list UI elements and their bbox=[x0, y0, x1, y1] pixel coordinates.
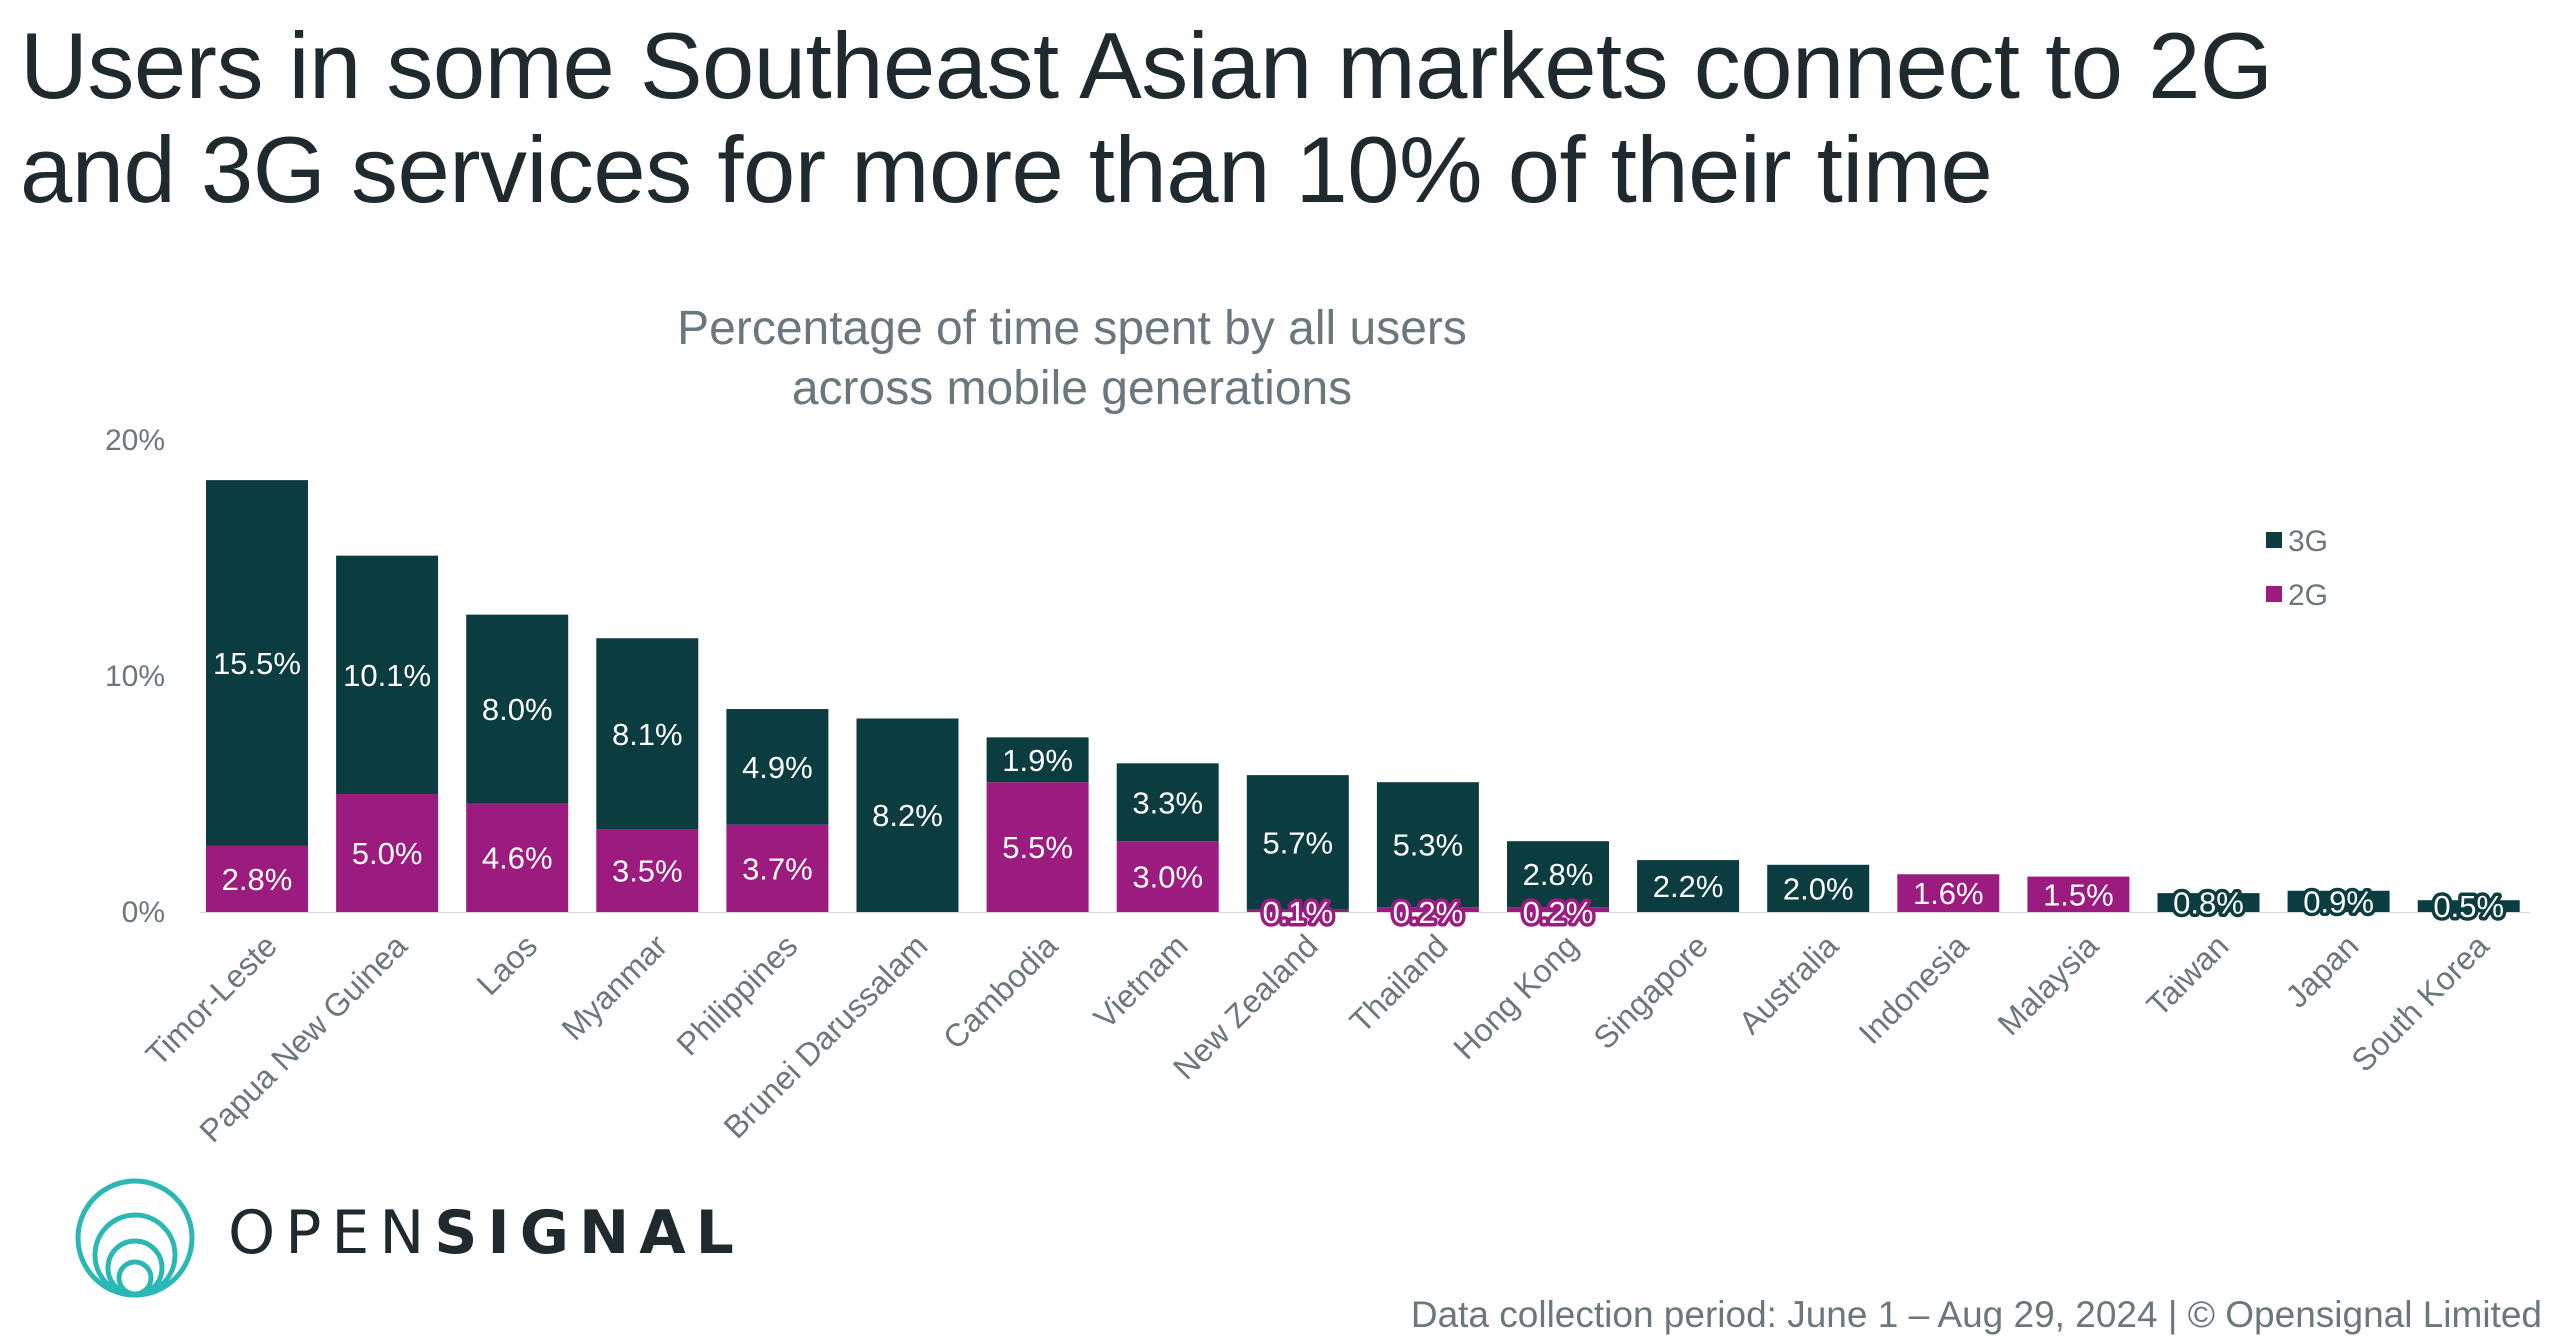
data-label-3g-timor-leste: 15.5% bbox=[213, 646, 301, 681]
bar-2g-myanmar bbox=[596, 829, 699, 912]
bar-2g-timor-leste bbox=[206, 845, 308, 912]
footnote: Data collection period: June 1 – Aug 29,… bbox=[1410, 1294, 2542, 1335]
data-label-3g-hong-kong: 2.8% bbox=[1523, 857, 1594, 892]
bar-2g-vietnam bbox=[1116, 841, 1219, 912]
data-label-2g-laos: 4.6% bbox=[482, 841, 553, 876]
x-tick-label-philippines: Philippines bbox=[669, 927, 804, 1062]
data-label-3g-new-zealand: 5.7% bbox=[1262, 825, 1333, 860]
x-tick-label-hong-kong: Hong Kong bbox=[1446, 927, 1585, 1066]
bar-3g-philippines bbox=[726, 709, 829, 825]
data-label-3g-singapore: 2.2% bbox=[1653, 869, 1724, 904]
data-label-2g-vietnam: 3.0% bbox=[1132, 860, 1203, 895]
x-tick-label-laos: Laos bbox=[470, 927, 545, 1002]
bar-2g-cambodia bbox=[986, 782, 1089, 912]
bar-3g-hong-kong bbox=[1507, 841, 1609, 908]
bar-2g-malaysia bbox=[2027, 876, 2130, 912]
bar-2g-new-zealand bbox=[1246, 909, 1349, 912]
bar-3g-thailand bbox=[1376, 782, 1479, 908]
bar-3g-singapore bbox=[1637, 860, 1740, 912]
data-label-3g-japan: 0.9% bbox=[2303, 884, 2374, 919]
bar-3g-vietnam bbox=[1116, 763, 1219, 842]
bar-3g-new-zealand bbox=[1246, 775, 1349, 910]
data-label-3g-thailand: 5.3% bbox=[1393, 828, 1464, 863]
x-tick-label-japan: Japan bbox=[2278, 927, 2365, 1014]
x-tick-label-malaysia: Malaysia bbox=[1991, 927, 2106, 1042]
bar-labels: 2.8% 15.5% 5.0% 10.1% 4.6% 8.0% 3.5% 8.1% 3.7% 4.… bbox=[213, 646, 2507, 933]
data-label-3g-australia: 2.0% bbox=[1783, 871, 1854, 906]
bar-3g-timor-leste bbox=[206, 480, 308, 846]
data-label-3g-cambodia: 1.9% bbox=[1002, 743, 1073, 778]
x-tick-label-myanmar: Myanmar bbox=[554, 927, 674, 1047]
headline-line-1: Users in some Southeast Asian markets co… bbox=[20, 13, 2273, 118]
bar-2g-laos bbox=[466, 803, 569, 912]
legend-label-3g: 3G bbox=[2288, 525, 2328, 558]
x-tick-label-indonesia: Indonesia bbox=[1852, 927, 1976, 1051]
opensignal-rings-icon bbox=[75, 1178, 195, 1298]
bar-3g-taiwan bbox=[2157, 893, 2260, 912]
bar-3g-papua-new-guinea bbox=[336, 555, 439, 794]
x-tick-label-timor-leste: Timor-Leste bbox=[139, 927, 284, 1072]
data-label-2g-cambodia: 5.5% bbox=[1002, 830, 1073, 865]
legend: 3G 2G bbox=[2266, 525, 2328, 612]
data-label-3g-myanmar: 8.1% bbox=[612, 717, 683, 752]
x-tick-label-singapore: Singapore bbox=[1586, 927, 1715, 1056]
bar-2g-philippines bbox=[726, 824, 829, 912]
y-tick-label: 20% bbox=[105, 424, 165, 457]
data-label-2g-papua-new-guinea: 5.0% bbox=[352, 836, 423, 871]
bar-3g-south-korea bbox=[2417, 900, 2520, 912]
data-label-3g-philippines: 4.9% bbox=[742, 750, 813, 785]
headline-line-2: and 3G services for more than 10% of the… bbox=[20, 117, 1993, 222]
data-label-2g-philippines: 3.7% bbox=[742, 851, 813, 886]
legend-swatch-3g bbox=[2266, 532, 2282, 548]
y-tick-label: 0% bbox=[122, 896, 165, 929]
data-label-2g-timor-leste: 2.8% bbox=[222, 862, 293, 897]
brand-wordmark: OPENSIGNAL bbox=[228, 1198, 744, 1268]
bar-2g-hong-kong bbox=[1507, 907, 1609, 912]
x-tick-label-vietnam: Vietnam bbox=[1087, 927, 1195, 1035]
bar-2g-thailand bbox=[1376, 907, 1479, 912]
bars bbox=[206, 480, 2520, 912]
x-tick-label-australia: Australia bbox=[1732, 927, 1846, 1041]
x-tick-label-south-korea: South Korea bbox=[2344, 927, 2495, 1078]
bar-2g-indonesia bbox=[1897, 874, 2000, 912]
bar-3g-cambodia bbox=[986, 737, 1089, 783]
bar-3g-myanmar bbox=[596, 638, 699, 830]
brand-part-2: SIGNAL bbox=[434, 1198, 744, 1268]
y-tick-label: 10% bbox=[105, 660, 165, 693]
data-label-2g-thailand: 0.2% bbox=[1393, 895, 1464, 930]
data-label-3g-laos: 8.0% bbox=[482, 692, 553, 727]
headline: Users in some Southeast Asian markets co… bbox=[20, 14, 2540, 222]
chart-subtitle-line-1: Percentage of time spent by all users bbox=[677, 302, 1467, 355]
data-label-2g-malaysia: 1.5% bbox=[2043, 877, 2114, 912]
data-label-3g-brunei-darussalam: 8.2% bbox=[872, 798, 943, 833]
data-label-2g-hong-kong: 0.2% bbox=[1523, 895, 1594, 930]
bar-3g-brunei-darussalam bbox=[856, 718, 959, 912]
x-tick-label-taiwan: Taiwan bbox=[2140, 927, 2236, 1023]
data-label-3g-taiwan: 0.8% bbox=[2173, 886, 2244, 921]
brand-part-1: OPEN bbox=[228, 1198, 435, 1268]
legend-swatch-2g bbox=[2266, 586, 2282, 602]
x-tick-label-thailand: Thailand bbox=[1343, 927, 1455, 1039]
data-label-2g-indonesia: 1.6% bbox=[1913, 876, 1984, 911]
bar-2g-papua-new-guinea bbox=[336, 794, 439, 912]
bar-3g-japan bbox=[2287, 890, 2390, 912]
y-axis: 0% 10% 20% bbox=[105, 424, 2530, 929]
data-label-2g-new-zealand: 0.1% bbox=[1262, 895, 1333, 930]
data-label-3g-papua-new-guinea: 10.1% bbox=[343, 658, 431, 693]
chart-subtitle-line-2: across mobile generations bbox=[792, 362, 1352, 415]
legend-label-2g: 2G bbox=[2288, 579, 2328, 612]
data-label-3g-vietnam: 3.3% bbox=[1132, 785, 1203, 820]
data-label-3g-south-korea: 0.5% bbox=[2433, 889, 2504, 924]
bar-3g-australia bbox=[1767, 864, 1870, 912]
x-tick-label-cambodia: Cambodia bbox=[936, 927, 1065, 1056]
data-label-2g-myanmar: 3.5% bbox=[612, 854, 683, 889]
chart: Percentage of time spent by all users ac… bbox=[105, 302, 2530, 1149]
bar-3g-laos bbox=[466, 614, 569, 804]
